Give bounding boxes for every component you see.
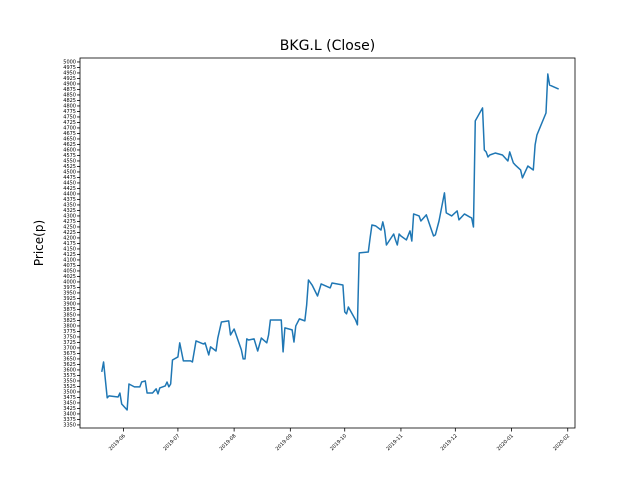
- y-tick-label: 3900: [63, 301, 76, 307]
- y-tick-label: 4250: [63, 224, 76, 230]
- y-tick-label: 4925: [63, 76, 76, 82]
- y-tick-label: 3875: [63, 307, 76, 313]
- y-tick-label: 4700: [63, 125, 76, 131]
- price-line: [101, 73, 559, 411]
- y-tick-label: 3975: [63, 285, 76, 291]
- y-tick-label: 4900: [63, 81, 76, 87]
- y-tick-label: 3425: [63, 406, 76, 412]
- y-tick-label: 4975: [63, 65, 76, 71]
- y-tick-label: 4150: [63, 246, 76, 252]
- y-tick-label: 4625: [63, 142, 76, 148]
- y-tick-label: 4825: [63, 98, 76, 104]
- y-tick-label: 4550: [63, 158, 76, 164]
- y-tick-label: 5000: [63, 59, 76, 65]
- y-tick-label: 3850: [63, 312, 76, 318]
- y-tick-label: 3400: [63, 411, 76, 417]
- y-tick-label: 3625: [63, 362, 76, 368]
- y-tick-label: 3775: [63, 329, 76, 335]
- y-tick-label: 4425: [63, 186, 76, 192]
- y-tick-label: 4950: [63, 70, 76, 76]
- y-tick-label: 3675: [63, 351, 76, 357]
- y-tick-label: 4200: [63, 235, 76, 241]
- y-tick-label: 3500: [63, 389, 76, 395]
- y-tick-label: 3725: [63, 340, 76, 346]
- y-tick-label: 4500: [63, 169, 76, 175]
- y-tick-label: 3350: [63, 422, 76, 428]
- y-tick-label: 4375: [63, 197, 76, 203]
- y-tick-label: 4675: [63, 131, 76, 137]
- y-tick-label: 4225: [63, 230, 76, 236]
- y-tick-label: 3950: [63, 290, 76, 296]
- y-tick-label: 3575: [63, 373, 76, 379]
- plot-frame: [79, 57, 576, 429]
- y-tick-label: 3700: [63, 345, 76, 351]
- y-tick-label: 4300: [63, 213, 76, 219]
- y-tick-label: 4175: [63, 241, 76, 247]
- y-tick-label: 4400: [63, 191, 76, 197]
- y-tick-label: 4525: [63, 164, 76, 170]
- y-tick-label: 4775: [63, 109, 76, 115]
- y-axis-label: Price(p): [32, 220, 46, 266]
- y-tick-label: 4575: [63, 153, 76, 159]
- y-tick-label: 3600: [63, 367, 76, 373]
- y-tick-label: 4100: [63, 257, 76, 263]
- y-tick-label: 3825: [63, 318, 76, 324]
- y-tick-label: 3450: [63, 400, 76, 406]
- chart-title: BKG.L (Close): [280, 38, 375, 54]
- y-tick-label: 3650: [63, 356, 76, 362]
- y-tick-label: 4875: [63, 87, 76, 93]
- y-tick-label: 4850: [63, 92, 76, 98]
- y-tick-label: 3525: [63, 384, 76, 390]
- y-tick-label: 4725: [63, 120, 76, 126]
- y-tick-label: 3925: [63, 296, 76, 302]
- y-tick-label: 3750: [63, 334, 76, 340]
- y-tick-label: 4000: [63, 279, 76, 285]
- y-tick-label: 4025: [63, 274, 76, 280]
- y-tick-label: 3550: [63, 378, 76, 384]
- y-tick-label: 3800: [63, 323, 76, 329]
- y-tick-label: 4450: [63, 180, 76, 186]
- y-tick-label: 4600: [63, 147, 76, 153]
- y-tick-label: 4475: [63, 175, 76, 181]
- y-tick-label: 4350: [63, 202, 76, 208]
- y-tick-label: 4125: [63, 252, 76, 258]
- y-tick-label: 4800: [63, 103, 76, 109]
- y-tick-label: 4075: [63, 263, 76, 269]
- y-tick-label: 3375: [63, 417, 76, 423]
- y-tick-label: 4750: [63, 114, 76, 120]
- y-tick-label: 4650: [63, 136, 76, 142]
- y-tick-label: 4050: [63, 268, 76, 274]
- y-tick-label: 4275: [63, 219, 76, 225]
- y-tick-label: 4325: [63, 208, 76, 214]
- y-tick-label: 3475: [63, 395, 76, 401]
